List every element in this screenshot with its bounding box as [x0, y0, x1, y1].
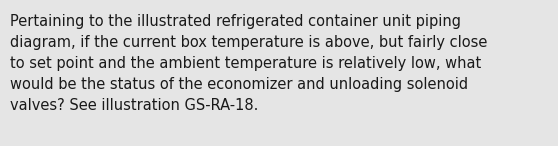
Text: Pertaining to the illustrated refrigerated container unit piping
diagram, if the: Pertaining to the illustrated refrigerat… [10, 14, 487, 113]
